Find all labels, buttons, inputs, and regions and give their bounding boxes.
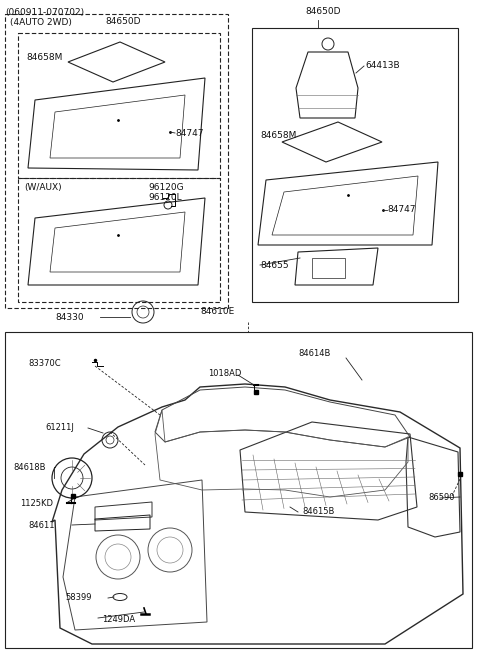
- Text: (4AUTO 2WD): (4AUTO 2WD): [10, 18, 72, 27]
- Text: 84655: 84655: [260, 260, 288, 270]
- Text: 83370C: 83370C: [28, 358, 60, 367]
- Text: (W/AUX): (W/AUX): [24, 183, 61, 192]
- Text: 84650D: 84650D: [305, 7, 340, 16]
- Text: 84658M: 84658M: [26, 54, 62, 62]
- Text: 84614B: 84614B: [298, 348, 330, 358]
- Text: 61211J: 61211J: [45, 424, 74, 432]
- Text: 84611: 84611: [28, 520, 55, 529]
- Text: 84610E: 84610E: [200, 308, 234, 316]
- Text: 84747: 84747: [175, 129, 204, 138]
- Text: 84650D: 84650D: [105, 18, 141, 26]
- Text: 64413B: 64413B: [365, 62, 400, 70]
- Text: 84618B: 84618B: [13, 462, 46, 472]
- Text: 96120L: 96120L: [148, 193, 181, 202]
- Text: 1018AD: 1018AD: [208, 369, 241, 377]
- Text: 84615B: 84615B: [302, 508, 335, 516]
- Text: 84747: 84747: [387, 205, 416, 215]
- Text: 1125KD: 1125KD: [20, 499, 53, 508]
- Text: 96120G: 96120G: [148, 183, 184, 192]
- Text: (060911-070702): (060911-070702): [5, 8, 84, 17]
- Text: 1249DA: 1249DA: [102, 615, 135, 625]
- Text: 86590: 86590: [428, 493, 455, 502]
- Text: 84658M: 84658M: [260, 131, 296, 140]
- Text: 84330: 84330: [55, 312, 84, 321]
- Text: 58399: 58399: [65, 594, 92, 602]
